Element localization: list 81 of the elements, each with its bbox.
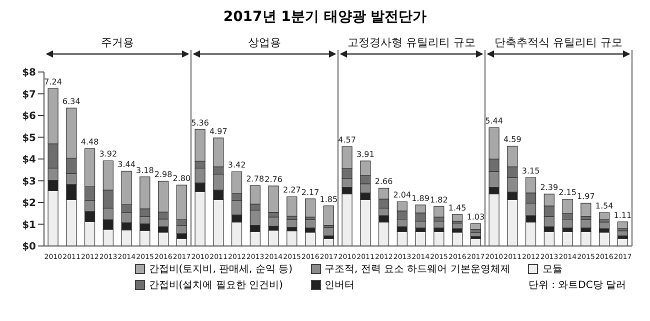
text: 주거용 [101, 36, 134, 49]
total-label: 4.48 [80, 138, 99, 147]
bar [323, 205, 334, 226]
total-label: 2.76 [264, 174, 282, 184]
total-label: 1.03 [466, 212, 485, 222]
bar [598, 222, 610, 229]
total-label: 2.17 [301, 188, 320, 197]
bar [580, 231, 592, 246]
bar [286, 196, 298, 217]
total-label: 2.98 [154, 170, 172, 180]
bar [470, 223, 481, 230]
total-label: 2.39 [540, 183, 558, 192]
y-tick-label: $0 [22, 242, 36, 253]
total-label: 3.15 [522, 166, 540, 176]
total-label: 1.89 [412, 194, 430, 203]
total-label: 1.45 [448, 203, 466, 212]
total-label: 1.82 [430, 195, 448, 204]
bar [415, 231, 426, 246]
total-label: 7.24 [44, 78, 62, 87]
total-label: 1.97 [577, 192, 595, 202]
bar [452, 232, 463, 246]
total-label: 4.97 [210, 126, 228, 136]
total-label: 2.78 [246, 174, 264, 184]
y-tick-label: $4 [22, 154, 36, 166]
bar [434, 206, 444, 218]
y-tick-label: $2 [22, 198, 36, 210]
text: 단위 : 와트DC당 달러 [528, 279, 626, 292]
bar [452, 214, 463, 222]
y-tick-label: $5 [22, 132, 36, 144]
total-label: 4.59 [504, 135, 522, 144]
total-label: 3.92 [99, 150, 118, 159]
bar [544, 231, 554, 246]
bar [470, 232, 481, 237]
total-label: 5.36 [191, 118, 209, 128]
total-label: 2.04 [393, 190, 412, 200]
bar [598, 212, 610, 220]
y-tick-label: $1 [22, 220, 36, 231]
bar [434, 220, 444, 228]
bar [396, 231, 408, 246]
text: 단축추적식 유틸리티 규모 [494, 36, 622, 49]
bar [562, 231, 573, 246]
y-tick-label: $8 [22, 68, 36, 79]
bar [268, 216, 279, 227]
total-label: 3.44 [118, 160, 136, 170]
bar [304, 219, 316, 228]
y-tick-label: $3 [22, 176, 36, 188]
bar [452, 222, 463, 229]
y-tick-label: $6 [22, 111, 36, 122]
bar [580, 219, 592, 228]
legend-label: 인버터 [324, 279, 354, 292]
total-label: 1.11 [614, 210, 632, 220]
text: 고정경사형 유틸리티 규모 [348, 36, 476, 49]
total-label: 3.42 [228, 160, 246, 170]
total-label: 2.80 [172, 174, 191, 184]
total-label: 5.44 [485, 116, 503, 126]
total-label: 2.15 [558, 188, 576, 198]
bar [268, 230, 279, 246]
legend-label: 간접비(토지비, 판매세, 순익 등) [148, 263, 292, 276]
bar [434, 231, 444, 246]
total-label: 4.57 [338, 136, 356, 145]
total-label: 1.85 [320, 194, 338, 204]
bar [286, 219, 298, 228]
legend-label: 구조적, 전력 요소 하드웨어 기본운영체제 [324, 263, 510, 276]
legend-label: 간접비(설치에 필요한 인건비) [148, 279, 283, 292]
bar [323, 227, 334, 236]
bar [580, 202, 592, 217]
total-label: 3.18 [136, 166, 154, 175]
chart-title: 2017년 1분기 태양광 발전단가 [222, 8, 428, 27]
total-label: 2.27 [283, 186, 301, 195]
total-label: 6.34 [62, 97, 80, 106]
legend-label: 모듈 [542, 263, 562, 276]
bar [304, 232, 316, 246]
bar [304, 198, 316, 218]
bar [617, 222, 628, 229]
total-label: 1.54 [595, 202, 614, 211]
bar [286, 230, 298, 246]
bar [598, 232, 610, 246]
total-label: 2.66 [374, 177, 393, 186]
total-label: 3.91 [356, 150, 374, 159]
y-tick-label: $7 [22, 89, 36, 100]
text: 상업용 [248, 36, 281, 49]
